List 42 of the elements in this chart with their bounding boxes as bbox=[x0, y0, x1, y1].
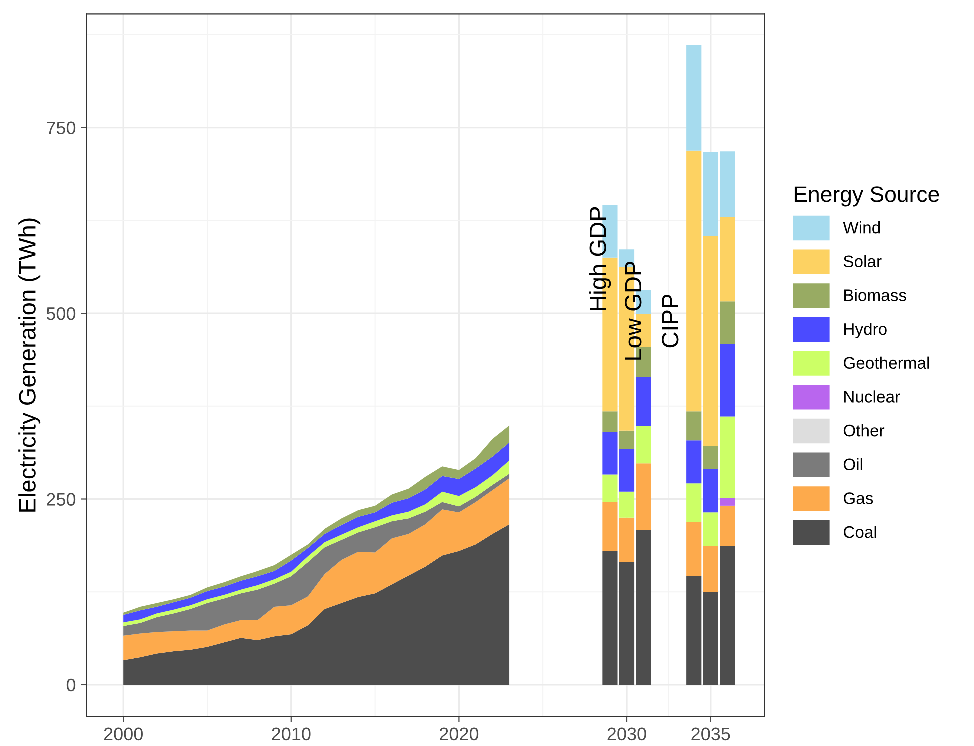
annotation: CIPP bbox=[662, 294, 679, 348]
bar bbox=[686, 150, 702, 412]
y-tick-label: 0 bbox=[66, 678, 76, 692]
bar bbox=[703, 512, 718, 546]
bar bbox=[636, 426, 652, 464]
annotation: Low GDP bbox=[625, 262, 642, 360]
legend-label: Nuclear bbox=[844, 390, 900, 403]
legend-label: Other bbox=[844, 424, 885, 437]
legend-label: Geothermal bbox=[844, 356, 930, 370]
legend-label: Oil bbox=[844, 458, 862, 471]
bar bbox=[686, 522, 702, 577]
legend-title: Energy Source bbox=[794, 186, 940, 207]
annotation: High GDP bbox=[589, 207, 612, 311]
bar bbox=[636, 377, 652, 426]
bar bbox=[686, 45, 702, 151]
y-tick-label: 250 bbox=[47, 493, 76, 506]
bar bbox=[686, 484, 702, 522]
legend-label: Hydro bbox=[844, 322, 887, 339]
bar bbox=[703, 546, 718, 592]
x-tick-label: 2010 bbox=[272, 728, 311, 741]
bar bbox=[720, 416, 736, 499]
bar bbox=[720, 506, 736, 546]
x-tick-label: 2020 bbox=[440, 728, 479, 741]
legend-label: Biomass bbox=[844, 289, 906, 302]
bar bbox=[686, 576, 702, 685]
bar bbox=[686, 440, 702, 484]
bar bbox=[686, 412, 702, 441]
bar bbox=[703, 470, 718, 513]
bar bbox=[703, 446, 718, 470]
y-axis-title: Electricity Generation (TWh) bbox=[18, 218, 41, 512]
bar bbox=[720, 344, 736, 417]
x-tick-label: 2030 bbox=[608, 728, 646, 741]
y-tick-label: 500 bbox=[46, 307, 76, 320]
bar bbox=[720, 498, 736, 506]
bar bbox=[720, 302, 736, 344]
x-tick-label: 2035 bbox=[692, 728, 730, 741]
legend-label: Coal bbox=[844, 526, 876, 538]
x-tick-label: 2000 bbox=[104, 728, 143, 741]
legend-label: Gas bbox=[844, 492, 874, 504]
legend-label: Solar bbox=[844, 255, 882, 268]
legend-label: Wind bbox=[843, 221, 880, 234]
y-tick-label: 750 bbox=[47, 122, 76, 135]
